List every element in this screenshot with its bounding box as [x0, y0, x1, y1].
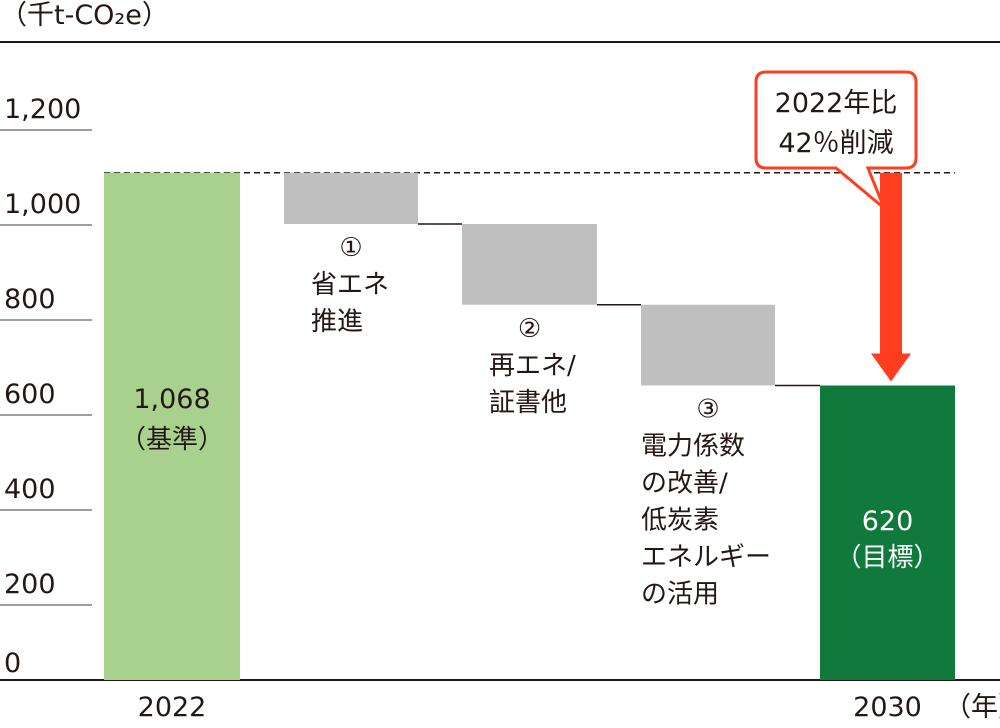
step-bar — [462, 224, 597, 305]
y-tick-label: 800 — [4, 284, 56, 315]
step-number: ② — [518, 314, 541, 344]
base-note-label: （基準） — [120, 425, 224, 455]
base-value-label: 1,068 — [133, 384, 210, 415]
step-label-line: 電力係数 — [641, 432, 745, 462]
y-tick-label: 200 — [4, 569, 56, 600]
callout-box — [754, 70, 918, 210]
y-tick-label: 1,000 — [4, 189, 81, 220]
step-bar — [641, 304, 775, 386]
x-category-label: 2030 — [853, 692, 922, 723]
step-label-line: の改善/ — [641, 469, 728, 499]
step-label-line: 推進 — [311, 307, 363, 337]
base-bar — [104, 172, 240, 680]
y-tick-label: 0 — [4, 648, 21, 679]
reduction-arrow-head — [871, 353, 911, 382]
y-tick-label: 600 — [4, 379, 56, 410]
callout-line: 2022年比 — [775, 88, 898, 119]
y-tick-label: 400 — [4, 474, 56, 505]
x-category-label: 2022 — [138, 692, 207, 723]
step-number: ① — [339, 233, 362, 263]
step-label-line: 再エネ/ — [489, 351, 576, 381]
step-number: ③ — [696, 395, 719, 425]
step-label-line: 省エネ — [311, 270, 389, 300]
target-value-label: 620 — [862, 506, 914, 537]
callout-line: 42％削減 — [778, 128, 893, 159]
reduction-arrow-shaft — [880, 172, 902, 356]
step-label-line: の活用 — [641, 580, 719, 610]
y-tick-label: 1,200 — [4, 94, 81, 125]
target-note-label: （目標） — [835, 543, 939, 573]
step-label-line: 低炭素 — [641, 506, 719, 536]
step-label-line: エネルギー — [641, 543, 771, 573]
step-bar — [284, 172, 418, 224]
unit-label: （千t-CO₂e） — [0, 0, 169, 31]
target-bar — [820, 385, 955, 680]
step-label-line: 証書他 — [489, 388, 567, 418]
year-unit-label: （年） — [944, 692, 1000, 723]
